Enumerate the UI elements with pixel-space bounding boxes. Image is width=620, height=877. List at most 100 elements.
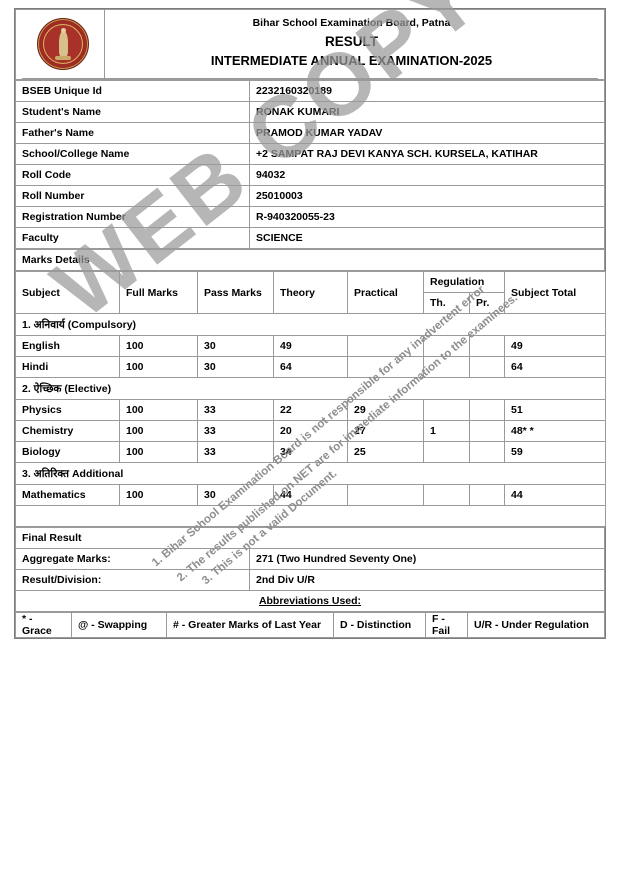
info-row: School/College Name +2 SAMPAT RAJ DEVI K… — [15, 143, 605, 165]
info-value-students-name: RONAK KUMARI — [249, 101, 605, 123]
subject-total: 48* * — [504, 420, 606, 442]
info-value-school-college-name: +2 SAMPAT RAJ DEVI KANYA SCH. KURSELA, K… — [249, 143, 605, 165]
result-division-value: 2nd Div U/R — [249, 569, 605, 591]
exam-title: INTERMEDIATE ANNUAL EXAMINATION-2025 — [210, 53, 493, 68]
abbreviations-heading-row: Abbreviations Used: — [15, 590, 605, 612]
col-theory: Theory — [273, 271, 348, 314]
practical-marks — [347, 484, 424, 506]
col-practical: Practical — [347, 271, 424, 314]
info-label-students-name: Student's Name — [15, 101, 250, 123]
pass-marks: 30 — [197, 484, 274, 506]
title-block: Bihar School Examination Board, Patna RE… — [105, 10, 598, 78]
subject-total: 59 — [504, 441, 606, 463]
regulation-pr — [469, 484, 505, 506]
full-marks: 100 — [119, 484, 198, 506]
info-label-registration-number: Registration Number — [15, 206, 250, 228]
regulation-th — [423, 335, 470, 357]
info-label-roll-code: Roll Code — [15, 164, 250, 186]
abbreviations-heading: Abbreviations Used: — [258, 595, 362, 607]
marks-group-header: 1. अनिवार्य (Compulsory) — [15, 313, 606, 336]
table-row: Biology 100 33 34 25 59 — [15, 441, 606, 463]
subject-name: English — [15, 335, 120, 357]
theory-marks: 49 — [273, 335, 348, 357]
subject-name: Physics — [15, 399, 120, 421]
subject-total: 44 — [504, 484, 606, 506]
marks-table-spacer — [15, 505, 606, 527]
theory-marks: 44 — [273, 484, 348, 506]
abbr-under-regulation: U/R - Under Regulation — [467, 612, 605, 638]
col-subject: Subject — [15, 271, 120, 314]
info-label-school-college-name: School/College Name — [15, 143, 250, 165]
info-value-faculty: SCIENCE — [249, 227, 605, 249]
theory-marks: 34 — [273, 441, 348, 463]
col-pass-marks: Pass Marks — [197, 271, 274, 314]
bseb-seal-icon — [37, 18, 89, 70]
regulation-th — [423, 441, 470, 463]
col-regulation-pr: Pr. — [469, 292, 505, 314]
subject-total: 49 — [504, 335, 606, 357]
full-marks: 100 — [119, 356, 198, 378]
seal-base — [55, 56, 71, 60]
marks-details-title: Marks Details — [15, 249, 605, 271]
regulation-pr — [469, 335, 505, 357]
info-value-roll-number: 25010003 — [249, 185, 605, 207]
practical-marks: 25 — [347, 441, 424, 463]
pass-marks: 30 — [197, 335, 274, 357]
theory-marks: 20 — [273, 420, 348, 442]
info-label-faculty: Faculty — [15, 227, 250, 249]
result-division-row: Result/Division: 2nd Div U/R — [15, 569, 605, 591]
board-name: Bihar School Examination Board, Patna — [252, 17, 451, 29]
spacer-cell — [15, 505, 606, 527]
aggregate-marks-row: Aggregate Marks: 271 (Two Hundred Sevent… — [15, 548, 605, 570]
pass-marks: 30 — [197, 356, 274, 378]
final-result-title: Final Result — [15, 527, 605, 549]
regulation-th — [423, 356, 470, 378]
subject-name: Mathematics — [15, 484, 120, 506]
info-label-roll-number: Roll Number — [15, 185, 250, 207]
regulation-th — [423, 399, 470, 421]
pass-marks: 33 — [197, 441, 274, 463]
abbr-fail: F - Fail — [425, 612, 468, 638]
document-header: Bihar School Examination Board, Patna RE… — [22, 10, 598, 79]
info-row: Registration Number R-940320055-23 — [15, 206, 605, 228]
subject-total: 64 — [504, 356, 606, 378]
regulation-pr — [469, 420, 505, 442]
seal-figure-head — [60, 28, 66, 33]
final-result-table: Final Result Aggregate Marks: 271 (Two H… — [15, 527, 605, 612]
col-regulation: Regulation — [423, 271, 505, 293]
info-row: Student's Name RONAK KUMARI — [15, 101, 605, 123]
theory-marks: 64 — [273, 356, 348, 378]
regulation-th: 1 — [423, 420, 470, 442]
header-table: Bihar School Examination Board, Patna RE… — [15, 9, 605, 80]
marks-details-title-table: Marks Details — [15, 249, 605, 271]
subject-total: 51 — [504, 399, 606, 421]
table-row: English 100 30 49 49 — [15, 335, 606, 357]
info-row: Father's Name PRAMOD KUMAR YADAV — [15, 122, 605, 144]
group-title-additional: 3. अतिरिक्त Additional — [15, 462, 606, 485]
info-label-fathers-name: Father's Name — [15, 122, 250, 144]
seal-figure — [58, 31, 68, 57]
info-value-fathers-name: PRAMOD KUMAR YADAV — [249, 122, 605, 144]
col-subject-total: Subject Total — [504, 271, 606, 314]
aggregate-marks-label: Aggregate Marks: — [15, 548, 250, 570]
practical-marks: 29 — [347, 399, 424, 421]
abbr-distinction: D - Distinction — [333, 612, 426, 638]
marks-group-header: 2. ऐच्छिक (Elective) — [15, 377, 606, 400]
result-division-label: Result/Division: — [15, 569, 250, 591]
student-info-body: BSEB Unique Id 2232160320189 Student's N… — [15, 80, 605, 249]
subject-name: Biology — [15, 441, 120, 463]
table-row: Hindi 100 30 64 64 — [15, 356, 606, 378]
practical-marks — [347, 356, 424, 378]
info-label-bseb-unique-id: BSEB Unique Id — [15, 80, 250, 102]
marks-table-body: 1. अनिवार्य (Compulsory) English 100 30 … — [15, 313, 606, 527]
full-marks: 100 — [119, 335, 198, 357]
info-row: Roll Code 94032 — [15, 164, 605, 186]
aggregate-marks-value: 271 (Two Hundred Seventy One) — [249, 548, 605, 570]
group-title-compulsory: 1. अनिवार्य (Compulsory) — [15, 313, 606, 336]
info-row: BSEB Unique Id 2232160320189 — [15, 80, 605, 102]
table-row: Physics 100 33 22 29 51 — [15, 399, 606, 421]
group-title-elective: 2. ऐच्छिक (Elective) — [15, 377, 606, 400]
pass-marks: 33 — [197, 399, 274, 421]
table-row: Chemistry 100 33 20 27 1 48* * — [15, 420, 606, 442]
practical-marks: 27 — [347, 420, 424, 442]
